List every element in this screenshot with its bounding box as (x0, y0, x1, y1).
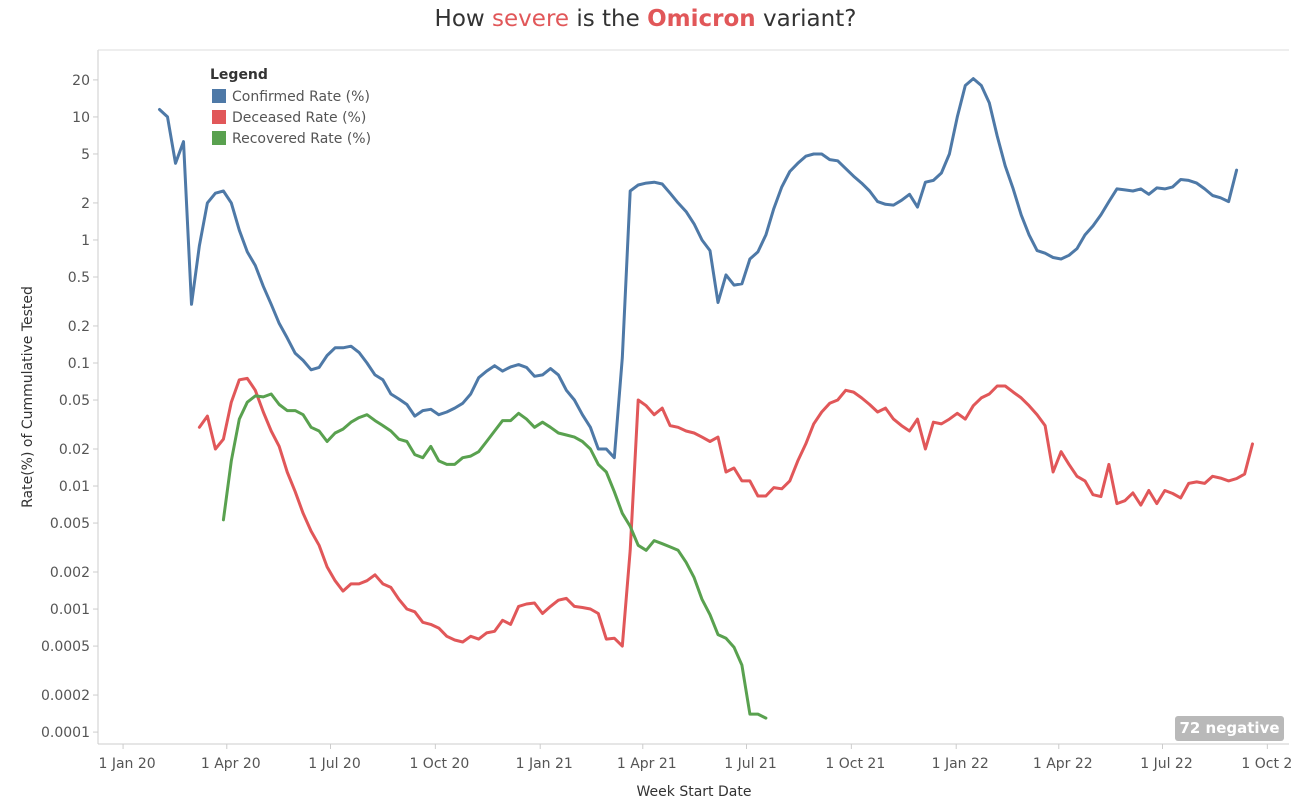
y-tick-label: 0.0001 (41, 725, 90, 741)
legend-swatch (212, 110, 226, 124)
legend-swatch (212, 131, 226, 145)
chart-axes: 20 10 5 2 1 0.5 0.2 0.1 0.05 0.02 0.01 0.005 0.002 0.… (41, 49, 1291, 772)
y-tick-label: 20 (72, 73, 90, 89)
x-tick-label: 1 Jul 20 (308, 756, 361, 772)
y-axis-label: Rate(%) of Cummulative Tested (20, 286, 36, 508)
title-middle: is the (569, 6, 648, 32)
x-tick-label: 1 Jul 22 (1140, 756, 1193, 772)
x-tick-label: 1 Oct 20 (409, 756, 469, 772)
x-tick-label: 1 Jul 21 (724, 756, 777, 772)
x-tick-label: 1 Jan 21 (516, 756, 573, 772)
y-tick-label: 10 (72, 110, 90, 126)
x-tick-label: 1 Apr 22 (1033, 756, 1093, 772)
x-tick-label: 1 Jan 22 (932, 756, 989, 772)
series-line-deceased (197, 376, 1254, 648)
title-highlight-omicron: Omicron (647, 6, 756, 32)
y-tick-label: 0.05 (59, 393, 90, 409)
y-tick-label: 0.5 (68, 270, 90, 286)
title-prefix: How (434, 6, 493, 32)
x-tick-label: 1 Apr 20 (201, 756, 261, 772)
legend: Legend Confirmed Rate (%) Deceased Rate (%… (210, 67, 371, 147)
series-line-confirmed (158, 77, 1239, 460)
y-tick-label: 1 (81, 233, 90, 249)
y-tick-label: 0.02 (59, 442, 90, 458)
y-tick-label: 0.005 (50, 516, 90, 532)
x-tick-label: 1 Apr 21 (617, 756, 677, 772)
legend-item-label: Deceased Rate (%) (232, 110, 366, 126)
plot-area (158, 77, 1254, 720)
title-suffix: variant? (755, 6, 857, 32)
y-tick-label: 0.1 (68, 356, 90, 372)
y-tick-label: 0.0005 (41, 639, 90, 655)
chart-title: How severe is the Omicron variant? (0, 6, 1291, 32)
x-tick-label: 1 Jan 20 (98, 756, 155, 772)
legend-title: Legend (210, 67, 268, 83)
legend-item-label: Confirmed Rate (%) (232, 89, 370, 105)
y-tick-label: 0.002 (50, 565, 90, 581)
y-tick-label: 0.001 (50, 602, 90, 618)
x-tick-label: 1 Oct 21 (825, 756, 885, 772)
legend-item-label: Recovered Rate (%) (232, 131, 371, 147)
x-axis-label: Week Start Date (637, 784, 752, 800)
y-tick-label: 0.0002 (41, 688, 90, 704)
legend-swatch (212, 89, 226, 103)
title-highlight-severe: severe (492, 6, 570, 32)
null-values-badge[interactable]: 72 negative (1175, 716, 1284, 741)
y-tick-label: 5 (81, 147, 90, 163)
y-tick-label: 2 (81, 196, 90, 212)
y-tick-label: 0.01 (59, 479, 90, 495)
y-tick-label: 0.2 (68, 319, 90, 335)
x-tick-label: 1 Oct 22 (1241, 756, 1291, 772)
series-line-recovered (221, 392, 768, 720)
